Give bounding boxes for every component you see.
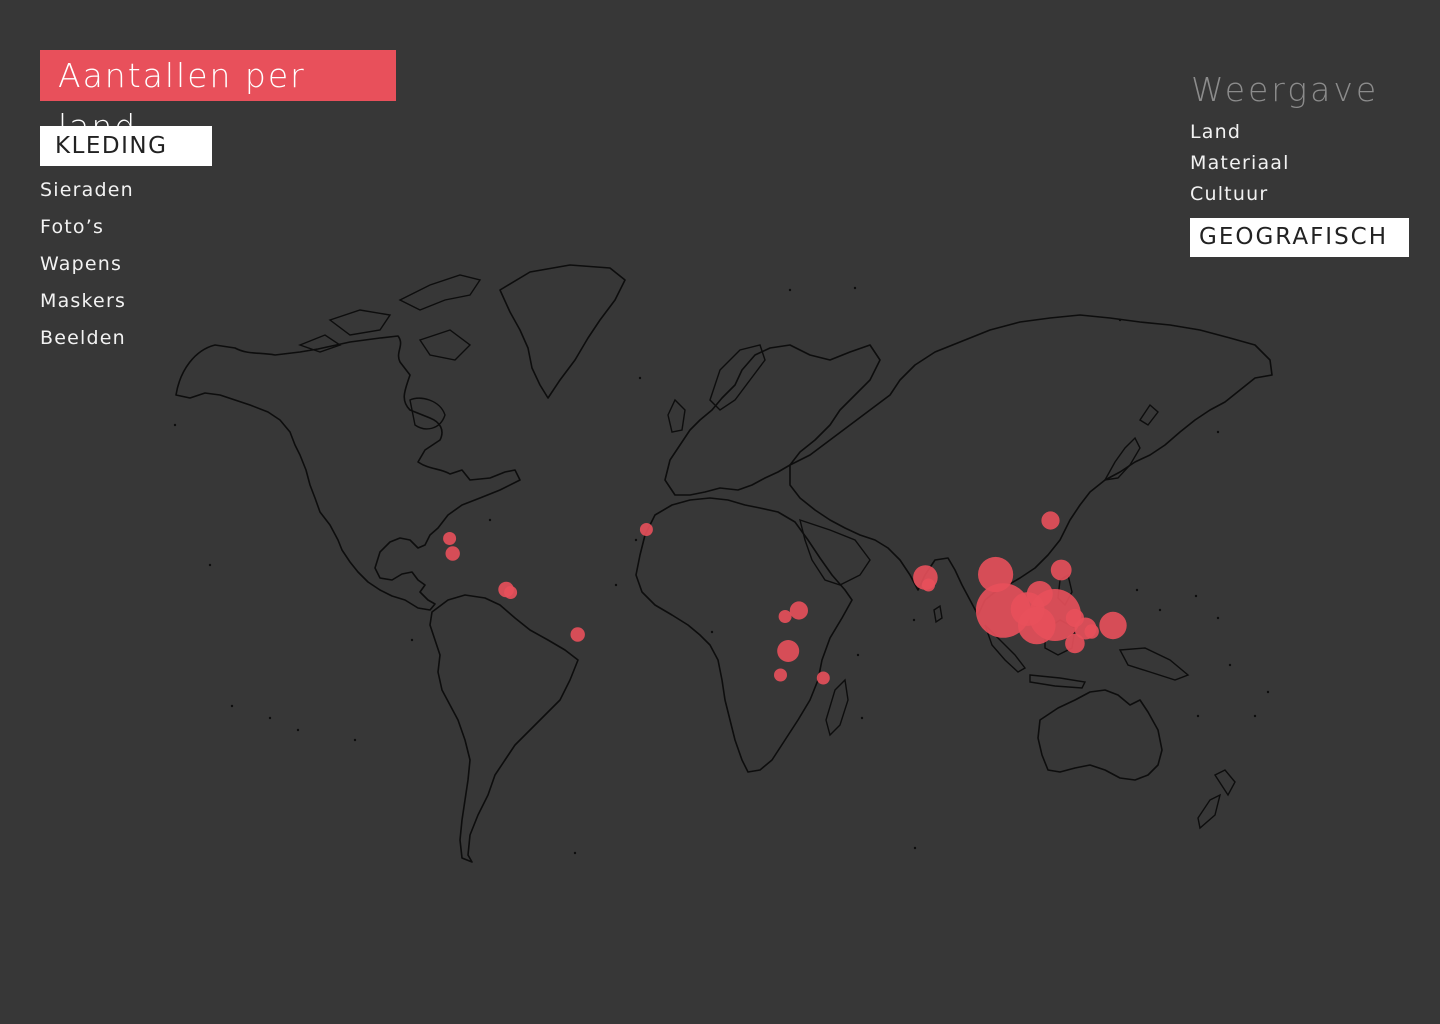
arctic-island-outline [328,309,392,336]
island-dot [1216,430,1220,434]
island-dot [1216,616,1220,620]
location-bubble[interactable] [1084,624,1099,639]
island-dot [208,563,212,567]
island-dot [1228,663,1232,667]
arctic-island-outline [298,334,342,353]
arctic-island-outline [398,274,482,311]
island-dot [1253,714,1257,718]
island-dot [1196,714,1200,718]
location-bubble[interactable] [445,546,460,561]
location-bubble[interactable] [639,523,653,536]
island-dot [614,583,618,587]
location-bubble[interactable] [816,671,830,685]
island-dot [912,618,916,622]
arabia-outline [799,518,871,586]
island-dot [268,716,272,720]
island-dot [230,704,234,708]
category-item-kleding[interactable]: KLEDING [40,126,212,166]
location-bubble[interactable] [789,601,809,620]
location-bubble[interactable] [504,586,518,599]
britain-outline [667,398,686,433]
location-bubble[interactable] [1018,606,1056,645]
island-dot [1266,690,1270,694]
location-bubble[interactable] [778,610,792,623]
island-dot [860,716,864,720]
south-america-outline [429,594,579,863]
australia-outline [1037,689,1163,781]
island-dot [788,288,792,292]
madagascar-outline [825,678,849,737]
category-item-maskers[interactable]: Maskers [40,290,127,312]
asia-outline [789,314,1273,616]
island-dot [296,728,300,732]
island-dot [1158,608,1162,612]
location-bubble[interactable] [1099,611,1127,640]
island-dot [173,423,177,427]
category-item-sieraden[interactable]: Sieraden [40,179,134,201]
category-item-fotos[interactable]: Foto’s [40,216,105,238]
sri-lanka-outline [933,604,943,624]
location-bubble[interactable] [777,640,800,662]
location-bubble[interactable] [570,627,585,642]
location-bubble[interactable] [443,532,457,545]
island-dot [638,376,642,380]
location-bubble[interactable] [922,578,935,592]
island-dot [353,738,357,742]
africa-outline [635,497,853,773]
island-dot [1194,594,1198,598]
page-title: Aantallen per land [40,50,396,146]
japan-outline [1139,403,1159,426]
island-dot [710,630,714,634]
island-dot [853,286,857,290]
scandinavia-outline [709,344,766,411]
new-guinea-outline [1118,647,1190,681]
view-option-materiaal[interactable]: Materiaal [1190,152,1290,174]
view-panel: Weergave Land Materiaal Cultuur GEOGRAFI… [1190,70,1409,257]
europe-outline [664,344,881,496]
view-option-land[interactable]: Land [1190,121,1242,143]
sumatra-outline [984,624,1027,673]
hudson-bay-outline [409,397,446,430]
view-option-geografisch[interactable]: GEOGRAFISCH [1190,218,1409,257]
island-dot [856,653,860,657]
location-bubbles [443,511,1127,685]
location-bubble[interactable] [1050,559,1072,581]
new-zealand-outline [1197,793,1222,830]
greenland-outline [499,264,626,399]
java-outline [1029,674,1087,689]
category-item-wapens[interactable]: Wapens [40,253,123,275]
location-bubble[interactable] [1041,511,1060,530]
new-zealand-outline [1213,769,1236,797]
category-list: KLEDING Sieraden Foto’s Wapens Maskers B… [40,126,212,357]
japan-outline [1103,436,1141,481]
category-item-beelden[interactable]: Beelden [40,327,126,349]
view-option-cultuur[interactable]: Cultuur [1190,183,1269,205]
island-dot [573,851,577,855]
island-dot [913,846,917,850]
island-dot [1135,588,1139,592]
island-dot [488,518,492,522]
location-bubble[interactable] [1065,633,1085,654]
island-dot [410,638,414,642]
arctic-island-outline [418,329,472,361]
coastlines [173,264,1273,863]
location-bubble[interactable] [774,668,787,682]
view-title: Weergave [1191,70,1380,109]
island-dot [1118,318,1122,322]
island-dot [634,538,638,542]
north-america-outline [175,335,521,611]
